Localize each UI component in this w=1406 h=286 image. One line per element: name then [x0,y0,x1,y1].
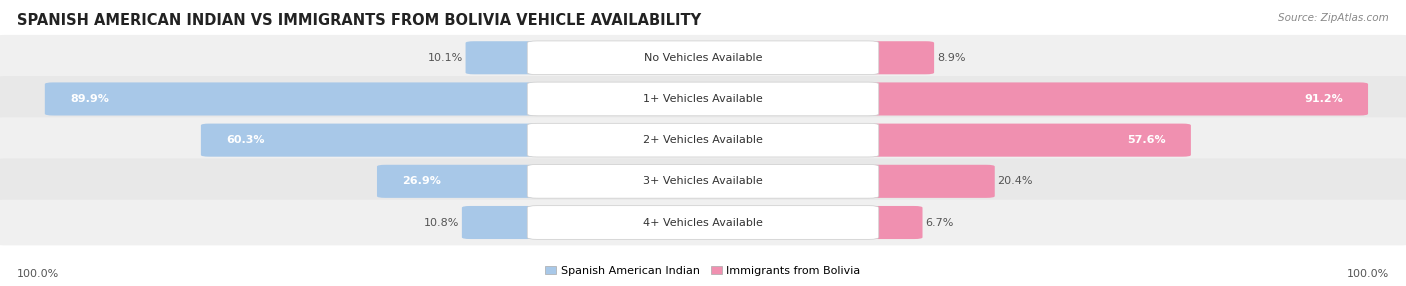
FancyBboxPatch shape [463,206,536,239]
FancyBboxPatch shape [527,164,879,198]
Legend: Spanish American Indian, Immigrants from Bolivia: Spanish American Indian, Immigrants from… [541,261,865,281]
Text: 20.4%: 20.4% [998,176,1033,186]
Text: 100.0%: 100.0% [1347,269,1389,279]
Text: 91.2%: 91.2% [1303,94,1343,104]
FancyBboxPatch shape [0,76,1406,122]
Text: 3+ Vehicles Available: 3+ Vehicles Available [643,176,763,186]
FancyBboxPatch shape [527,206,879,239]
Text: 57.6%: 57.6% [1128,135,1166,145]
FancyBboxPatch shape [870,165,995,198]
Text: Source: ZipAtlas.com: Source: ZipAtlas.com [1278,13,1389,23]
Text: 4+ Vehicles Available: 4+ Vehicles Available [643,218,763,227]
FancyBboxPatch shape [0,200,1406,245]
FancyBboxPatch shape [377,165,536,198]
Text: 1+ Vehicles Available: 1+ Vehicles Available [643,94,763,104]
Text: 26.9%: 26.9% [402,176,441,186]
Text: 2+ Vehicles Available: 2+ Vehicles Available [643,135,763,145]
Text: 100.0%: 100.0% [17,269,59,279]
Text: No Vehicles Available: No Vehicles Available [644,53,762,63]
Text: 8.9%: 8.9% [936,53,966,63]
FancyBboxPatch shape [870,82,1368,116]
FancyBboxPatch shape [45,82,536,116]
Text: 10.1%: 10.1% [427,53,463,63]
Text: 60.3%: 60.3% [226,135,264,145]
FancyBboxPatch shape [527,82,879,116]
FancyBboxPatch shape [201,124,536,157]
FancyBboxPatch shape [527,41,879,75]
FancyBboxPatch shape [0,158,1406,204]
FancyBboxPatch shape [870,41,934,74]
Text: 89.9%: 89.9% [70,94,110,104]
Text: 6.7%: 6.7% [925,218,953,227]
FancyBboxPatch shape [870,124,1191,157]
FancyBboxPatch shape [0,35,1406,81]
FancyBboxPatch shape [870,206,922,239]
FancyBboxPatch shape [465,41,536,74]
FancyBboxPatch shape [0,117,1406,163]
FancyBboxPatch shape [527,123,879,157]
Text: SPANISH AMERICAN INDIAN VS IMMIGRANTS FROM BOLIVIA VEHICLE AVAILABILITY: SPANISH AMERICAN INDIAN VS IMMIGRANTS FR… [17,13,702,28]
Text: 10.8%: 10.8% [423,218,458,227]
